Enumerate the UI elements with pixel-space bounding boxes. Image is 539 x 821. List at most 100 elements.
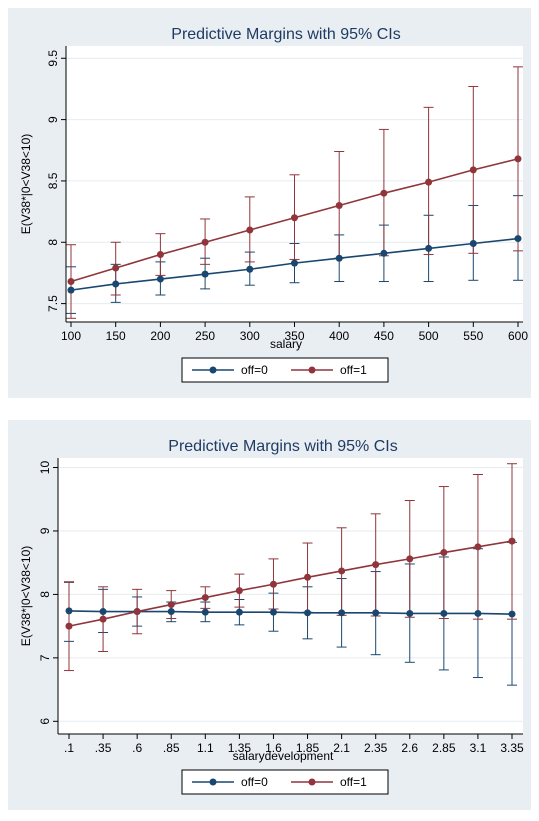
data-point xyxy=(338,567,346,575)
x-tick-label: 400 xyxy=(329,329,349,343)
data-point xyxy=(335,201,343,209)
salary-margins-chart: Predictive Margins with 95% CIs salary E… xyxy=(19,26,528,383)
data-point xyxy=(440,549,448,557)
data-point xyxy=(474,543,482,551)
data-point xyxy=(67,286,75,294)
x-tick-label: 100 xyxy=(61,329,81,343)
y-axis-label: E(V38*|0<V38<10) xyxy=(19,546,33,647)
y-tick-label: 10 xyxy=(38,461,52,475)
data-point xyxy=(425,178,433,186)
y-tick-label: 7 xyxy=(38,654,52,661)
data-point xyxy=(65,622,73,630)
data-point xyxy=(469,166,477,174)
legend-marker-off1 xyxy=(308,778,316,786)
data-point xyxy=(269,580,277,588)
x-tick-label: 550 xyxy=(463,329,483,343)
y-tick-label: 8.5 xyxy=(46,172,60,189)
y-tick-label: 8 xyxy=(46,239,60,246)
x-tick-label: .1 xyxy=(64,741,74,755)
x-tick-label: 1.6 xyxy=(265,741,282,755)
data-point xyxy=(112,264,120,272)
data-point xyxy=(425,244,433,252)
x-tick-label: 600 xyxy=(508,329,528,343)
data-point xyxy=(167,608,175,616)
data-point xyxy=(406,609,414,617)
x-tick-label: 2.35 xyxy=(364,741,388,755)
y-tick-label: 9.5 xyxy=(46,50,60,67)
data-point xyxy=(469,239,477,247)
data-point xyxy=(112,280,120,288)
x-tick-label: 250 xyxy=(195,329,215,343)
data-point xyxy=(67,278,75,286)
x-tick-label: 3.1 xyxy=(470,741,487,755)
data-point xyxy=(474,609,482,617)
data-point xyxy=(246,265,254,273)
plot-area xyxy=(58,458,523,734)
series-line-off=1 xyxy=(68,540,513,627)
data-point xyxy=(406,555,414,563)
legend-marker-off0 xyxy=(209,778,217,786)
x-tick-label: 500 xyxy=(419,329,439,343)
x-axis-label: salary xyxy=(270,337,302,351)
data-point xyxy=(514,155,522,163)
data-point xyxy=(246,226,254,234)
x-tick-label: 2.1 xyxy=(333,741,350,755)
data-point xyxy=(372,561,380,569)
data-point xyxy=(380,249,388,257)
chart-panel-salary: Predictive Margins with 95% CIs salary E… xyxy=(8,8,531,398)
x-tick-label: 150 xyxy=(106,329,126,343)
data-point xyxy=(338,609,346,617)
data-point xyxy=(514,235,522,243)
x-tick-label: 2.6 xyxy=(401,741,418,755)
data-point xyxy=(156,275,164,283)
legend-label-off0: off=0 xyxy=(241,363,268,377)
x-tick-label: .6 xyxy=(132,741,142,755)
legend-label-off1: off=1 xyxy=(340,363,367,377)
x-tick-label: 1.85 xyxy=(296,741,320,755)
data-point xyxy=(156,251,164,259)
data-point xyxy=(335,254,343,262)
legend-label-off1: off=1 xyxy=(340,775,367,789)
y-tick-label: 7.5 xyxy=(46,295,60,312)
data-point xyxy=(291,214,298,222)
legend-marker-off1 xyxy=(308,366,316,374)
data-point xyxy=(508,537,516,545)
data-point xyxy=(99,608,107,616)
y-tick-label: 9 xyxy=(46,116,60,123)
x-tick-label: 1.35 xyxy=(228,741,252,755)
chart-title: Predictive Margins with 95% CIs xyxy=(171,26,400,43)
data-point xyxy=(201,270,209,278)
y-axis-label: E(V38*|0<V38<10) xyxy=(19,134,33,235)
x-tick-label: 3.35 xyxy=(500,741,524,755)
y-tick-label: 6 xyxy=(38,718,52,725)
x-tick-label: 200 xyxy=(150,329,170,343)
legend-marker-off0 xyxy=(209,366,217,374)
x-tick-label: 1.1 xyxy=(197,741,214,755)
data-point xyxy=(304,609,312,617)
data-point xyxy=(372,609,380,617)
x-tick-label: 2.85 xyxy=(432,741,456,755)
salarydevelopment-margins-chart: Predictive Margins with 95% CIs salaryde… xyxy=(19,438,524,795)
chart-title: Predictive Margins with 95% CIs xyxy=(168,438,397,455)
data-point xyxy=(201,238,209,246)
data-point xyxy=(440,609,448,617)
data-point xyxy=(65,607,73,615)
x-tick-label: 450 xyxy=(374,329,394,343)
x-tick-label: .85 xyxy=(163,741,180,755)
data-point xyxy=(133,608,141,616)
legend: off=0 off=1 xyxy=(181,769,389,795)
x-tick-label: 300 xyxy=(240,329,260,343)
chart-panel-salarydevelopment: Predictive Margins with 95% CIs salaryde… xyxy=(8,420,531,810)
data-point xyxy=(269,608,277,616)
legend: off=0 off=1 xyxy=(181,357,389,383)
y-tick-label: 8 xyxy=(38,591,52,598)
data-point xyxy=(201,594,209,602)
data-point xyxy=(99,615,107,623)
data-point xyxy=(235,587,243,595)
data-point xyxy=(235,608,243,616)
x-axis-label: salarydevelopment xyxy=(233,749,334,763)
data-point xyxy=(167,601,175,609)
y-tick-label: 9 xyxy=(38,527,52,534)
data-point xyxy=(508,610,516,618)
data-point xyxy=(380,189,388,197)
